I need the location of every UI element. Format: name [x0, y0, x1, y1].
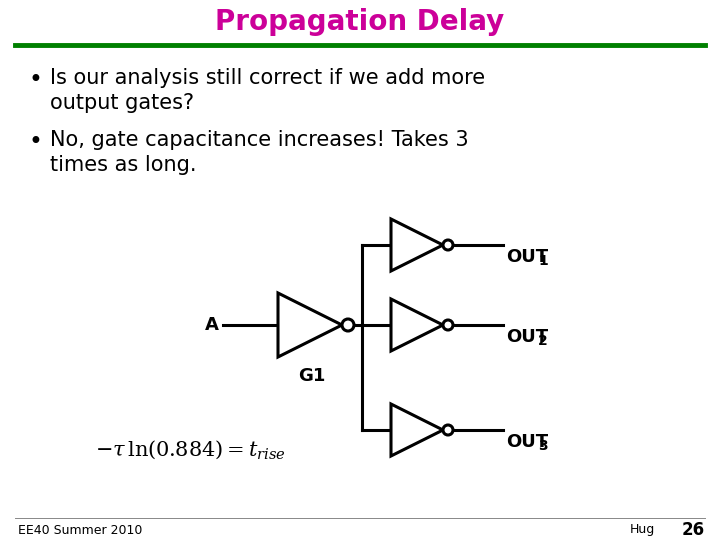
Text: •: •	[28, 130, 42, 154]
Text: Hug: Hug	[630, 523, 655, 537]
Text: times as long.: times as long.	[50, 155, 197, 175]
Circle shape	[443, 320, 453, 330]
Circle shape	[443, 425, 453, 435]
Text: G1: G1	[298, 367, 325, 385]
Text: OUT: OUT	[506, 433, 548, 451]
Text: output gates?: output gates?	[50, 93, 194, 113]
Polygon shape	[391, 404, 443, 456]
Text: 2: 2	[538, 334, 548, 348]
Circle shape	[443, 240, 453, 250]
Text: 1: 1	[538, 254, 548, 268]
Text: OUT: OUT	[506, 248, 548, 266]
Text: OUT: OUT	[506, 328, 548, 346]
Text: EE40 Summer 2010: EE40 Summer 2010	[18, 523, 143, 537]
Text: $-\tau\,\ln(0.884) = t_{rise}$: $-\tau\,\ln(0.884) = t_{rise}$	[95, 438, 286, 461]
Polygon shape	[278, 293, 342, 357]
Text: •: •	[28, 68, 42, 92]
Text: Propagation Delay: Propagation Delay	[215, 8, 505, 36]
Polygon shape	[391, 299, 443, 351]
Polygon shape	[391, 219, 443, 271]
Text: Is our analysis still correct if we add more: Is our analysis still correct if we add …	[50, 68, 485, 88]
Text: 3: 3	[538, 439, 548, 453]
Circle shape	[342, 319, 354, 331]
Text: 26: 26	[682, 521, 705, 539]
Text: A: A	[205, 316, 219, 334]
Text: No, gate capacitance increases! Takes 3: No, gate capacitance increases! Takes 3	[50, 130, 469, 150]
